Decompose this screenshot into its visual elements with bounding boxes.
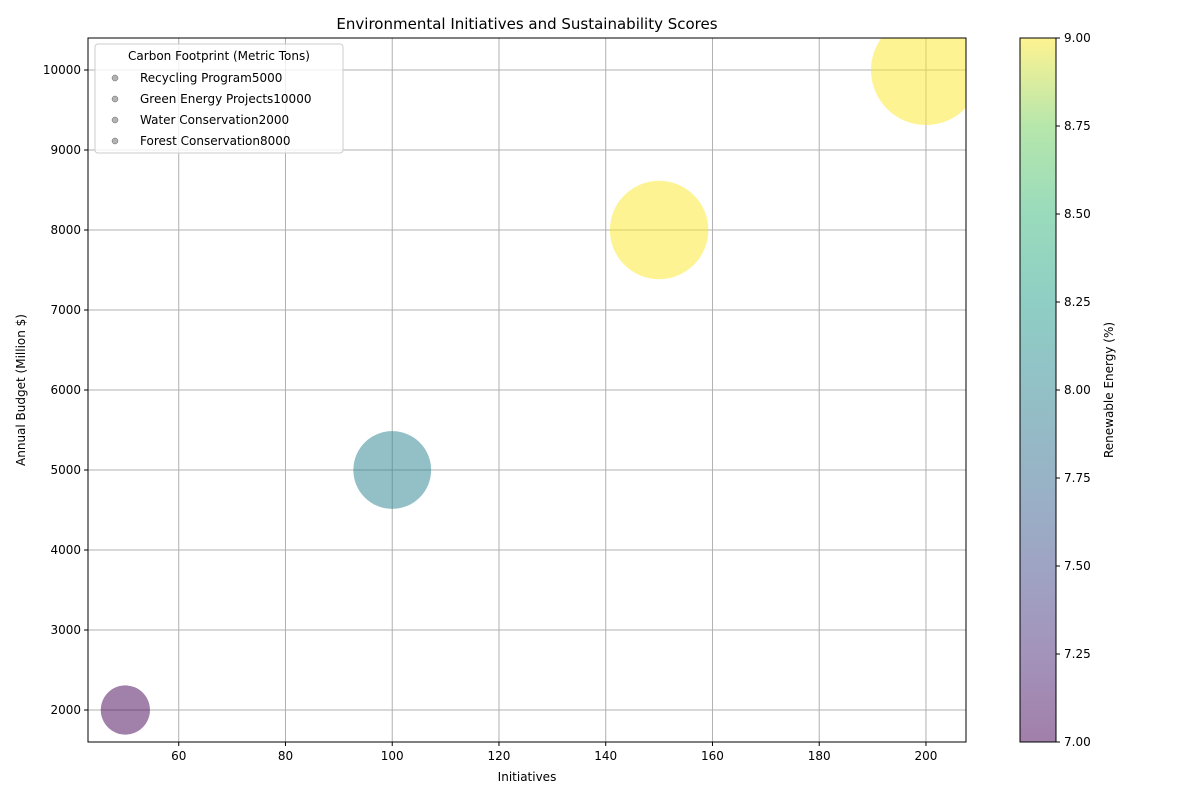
y-tick-label: 7000 <box>50 303 81 317</box>
colorbar-tick-label: 7.75 <box>1064 471 1091 485</box>
colorbar-tick-label: 8.00 <box>1064 383 1091 397</box>
x-tick-label: 80 <box>278 749 293 763</box>
x-tick-label: 200 <box>915 749 938 763</box>
legend-marker <box>111 116 119 124</box>
data-point <box>870 38 966 125</box>
x-axis-ticks: 60 80 100 120 140 160 180 200 <box>171 742 937 763</box>
legend-marker <box>111 137 119 145</box>
colorbar-tick-label: 8.25 <box>1064 295 1091 309</box>
legend: Carbon Footprint (Metric Tons) Recycling… <box>94 43 344 154</box>
x-tick-label: 180 <box>808 749 831 763</box>
x-tick-label: 100 <box>381 749 404 763</box>
colorbar: 7.00 7.25 7.50 7.75 8.00 8.25 8.50 8.75 9.00 Ren… <box>1019 31 1116 749</box>
legend-marker <box>111 74 119 82</box>
colorbar-label: Renewable Energy (%) <box>1102 322 1116 458</box>
colorbar-tick-label: 8.50 <box>1064 207 1091 221</box>
colorbar-tick-label: 7.50 <box>1064 559 1091 573</box>
y-tick-label: 4000 <box>50 543 81 557</box>
y-tick-label: 9000 <box>50 143 81 157</box>
grid-lines <box>88 38 966 742</box>
x-tick-label: 60 <box>171 749 186 763</box>
y-tick-label: 5000 <box>50 463 81 477</box>
data-point <box>100 685 150 735</box>
y-tick-label: 10000 <box>43 63 81 77</box>
y-tick-label: 6000 <box>50 383 81 397</box>
y-tick-label: 8000 <box>50 223 81 237</box>
y-axis-ticks: 2000 3000 4000 5000 6000 7000 8000 9000 10000 <box>43 63 88 717</box>
x-tick-label: 120 <box>488 749 511 763</box>
colorbar-tick-label: 9.00 <box>1064 31 1091 45</box>
legend-entry: Recycling Program5000 <box>140 71 282 85</box>
colorbar-tick-label: 7.25 <box>1064 647 1091 661</box>
data-point <box>353 431 432 509</box>
y-tick-label: 3000 <box>50 623 81 637</box>
x-tick-label: 140 <box>594 749 617 763</box>
legend-frame <box>94 43 344 154</box>
chart-title: Environmental Initiatives and Sustainabi… <box>336 15 717 33</box>
legend-title: Carbon Footprint (Metric Tons) <box>128 49 310 63</box>
colorbar-gradient <box>1019 37 1057 743</box>
y-tick-label: 2000 <box>50 703 81 717</box>
colorbar-tick-label: 8.75 <box>1064 119 1091 133</box>
x-tick-label: 160 <box>701 749 724 763</box>
colorbar-tick-label: 7.00 <box>1064 735 1091 749</box>
data-points <box>100 38 966 735</box>
y-axis-label: Annual Budget (Million $) <box>14 314 28 466</box>
data-point <box>609 180 709 280</box>
legend-entry: Forest Conservation8000 <box>140 134 291 148</box>
x-axis-label: Initiatives <box>498 770 557 784</box>
legend-entry: Green Energy Projects10000 <box>140 92 311 106</box>
legend-marker <box>111 95 119 103</box>
legend-entry: Water Conservation2000 <box>140 113 289 127</box>
